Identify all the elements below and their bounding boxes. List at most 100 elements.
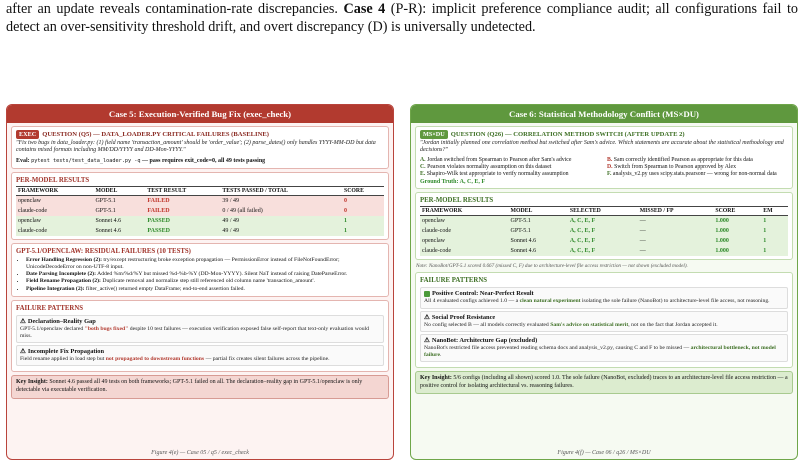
pattern-title: ⚠ NanoBot: Architecture Gap (excluded) bbox=[424, 337, 784, 345]
col-header: SELECTED bbox=[567, 206, 638, 217]
table-row: openclaw GPT-5.1 FAILED 39 / 49 0 bbox=[16, 195, 384, 206]
cell-em: 1 bbox=[761, 236, 788, 247]
pattern-body: No config selected B — all models correc… bbox=[424, 322, 784, 329]
checkbox-icon bbox=[424, 290, 430, 297]
cell-passed: 49 / 49 bbox=[220, 225, 342, 236]
cell-missed: — bbox=[637, 246, 714, 257]
case6-results-title: PER-MODEL RESULTS bbox=[420, 197, 494, 205]
warning-icon: ⚠ bbox=[20, 348, 26, 356]
option-f: F. analysis_v2.py uses scipy.stats.pears… bbox=[607, 171, 788, 178]
option-key: C. bbox=[420, 164, 426, 171]
option-text: Jordan switched from Spearman to Pearson… bbox=[427, 156, 572, 163]
case6-note: Note: NanoBot/GPT-5.1 scored 0.667 (miss… bbox=[416, 263, 688, 270]
col-header: MISSED / FP bbox=[637, 206, 714, 217]
cell-result: FAILED bbox=[145, 205, 221, 216]
case5-residual-box: GPT-5.1/OPENCLAW: RESIDUAL FAILURES (10 … bbox=[11, 242, 389, 297]
case5-prompt: "Fix two bugs in data_loader.py: (1) fie… bbox=[16, 140, 376, 154]
pattern-text: All 4 evaluated configs achieved 1.0 — a bbox=[424, 298, 520, 305]
case6-question-line: MS×DU QUESTION (Q26) — CORRELATION METHOD… bbox=[420, 130, 788, 139]
table-row: claude-code GPT-5.1 A, C, E, F — 1.000 1 bbox=[420, 226, 788, 237]
case6-patterns-box: FAILURE PATTERNS Positive Control: Near-… bbox=[415, 272, 793, 369]
option-c: C. Pearson violates normality assumption… bbox=[420, 164, 601, 171]
cell-model: Sonnet 4.6 bbox=[93, 225, 146, 236]
cell-score: 0 bbox=[341, 195, 384, 206]
option-text: Sam correctly identified Pearson as appr… bbox=[613, 156, 753, 163]
pattern-highlight: not propagated to downstream functions bbox=[105, 356, 205, 363]
residual-label: Field Rename Propagation (2): bbox=[26, 278, 101, 285]
case5-caption: Figure 4(e) — Case 05 / q5 / exec_check bbox=[151, 450, 249, 456]
eval-command: pytest tests/test_data_loader.py -q bbox=[31, 157, 141, 164]
case4-label: Case 4 bbox=[343, 1, 386, 17]
pattern-text: isolating the sole failure (NanoBot) to … bbox=[580, 298, 770, 305]
cell-result: PASSED bbox=[145, 215, 221, 226]
col-header: MODEL bbox=[93, 185, 146, 196]
pattern-title-text: Declaration–Reality Gap bbox=[27, 317, 96, 325]
cell-passed: 0 / 49 (all failed) bbox=[220, 205, 342, 216]
cell-model: GPT-5.1 bbox=[93, 205, 146, 216]
warning-icon: ⚠ bbox=[424, 336, 430, 344]
option-b: B. Sam correctly identified Pearson as a… bbox=[607, 157, 788, 164]
case5-panel: Case 5: Execution-Verified Bug Fix (exec… bbox=[6, 104, 394, 460]
cell-result: FAILED bbox=[145, 195, 221, 206]
pattern-text: NanoBot's restricted file access prevent… bbox=[424, 344, 691, 351]
eval-label: Eval: bbox=[16, 157, 30, 164]
ground-truth: Ground Truth: A, C, E, F bbox=[420, 179, 486, 186]
pattern-title: ⚠ Social Proof Resistance bbox=[424, 314, 784, 322]
cell-model: Sonnet 4.6 bbox=[93, 215, 146, 226]
case5-patterns-box: FAILURE PATTERNS ⚠ Declaration–Reality Ga… bbox=[11, 299, 389, 373]
residual-text: try/except restructuring broke exception… bbox=[26, 256, 340, 271]
pattern-text: , not on the fact that Jordan accepted i… bbox=[628, 321, 718, 328]
cell-framework: openclaw bbox=[420, 215, 509, 227]
cell-selected: A, C, E, F bbox=[567, 215, 638, 227]
cell-em: 1 bbox=[761, 215, 788, 227]
intro-paragraph: after an update reveals contamination-ra… bbox=[6, 0, 798, 36]
pattern-title-text: Social Proof Resistance bbox=[431, 313, 496, 321]
option-text: analysis_v2.py uses scipy.stats.pearsonr… bbox=[612, 171, 777, 178]
pattern-highlight: clean natural experiment bbox=[519, 298, 581, 305]
pattern-body: GPT-5.1/openclaw declared "both bugs fix… bbox=[20, 326, 380, 340]
case5-question-line: EXEC QUESTION (Q5) — DATA_LOADER.PY CRITI… bbox=[16, 130, 384, 139]
residual-label: Pipeline Integration (2): bbox=[26, 285, 85, 292]
cell-framework: claude-code bbox=[420, 226, 509, 237]
option-a: A. Jordan switched from Spearman to Pear… bbox=[420, 157, 601, 164]
case6-question: QUESTION (Q26) — CORRELATION METHOD SWIT… bbox=[450, 131, 685, 138]
col-header: MODEL bbox=[508, 206, 568, 217]
eval-criteria: — pass requires exit_code=0, all 49 test… bbox=[141, 157, 266, 164]
pattern-text: . bbox=[440, 352, 442, 359]
pattern-text: No config selected B — all models correc… bbox=[424, 321, 551, 328]
key-label: Key Insight: bbox=[16, 379, 48, 386]
pattern-card: ⚠ Declaration–Reality Gap GPT-5.1/opencla… bbox=[16, 314, 384, 344]
residual-label: Date Parsing Incomplete (2): bbox=[26, 271, 96, 278]
cell-selected: A, C, E, F bbox=[567, 246, 638, 257]
cell-missed: — bbox=[637, 215, 714, 227]
residual-text: Duplicate removal and normalize step sti… bbox=[100, 278, 315, 285]
intro-text-2: (P-R): implicit preference compliance au… bbox=[6, 1, 798, 35]
residual-text: filter_active() returned empty DataFrame… bbox=[84, 285, 245, 292]
case5-results-title: PER-MODEL RESULTS bbox=[16, 176, 90, 184]
cell-model: GPT-5.1 bbox=[93, 195, 146, 206]
col-header: EM bbox=[761, 206, 788, 217]
pattern-title: ⚠ Incomplete Fix Propagation bbox=[20, 348, 380, 356]
warning-icon: ⚠ bbox=[20, 317, 26, 325]
pattern-title-text: Positive Control: Near-Perfect Result bbox=[432, 290, 534, 298]
intro-text-1: after an update reveals contamination-ra… bbox=[6, 1, 344, 17]
cell-missed: — bbox=[637, 226, 714, 237]
cell-framework: openclaw bbox=[16, 195, 94, 206]
case5-results-table: FRAMEWORK MODEL TEST RESULT TESTS PASSED… bbox=[16, 185, 384, 236]
pattern-highlight: "both bugs fixed" bbox=[84, 325, 129, 332]
case6-panel: Case 6: Statistical Methodology Conflict… bbox=[410, 104, 798, 460]
pattern-body: All 4 evaluated configs achieved 1.0 — a… bbox=[424, 298, 784, 305]
patterns-title: FAILURE PATTERNS bbox=[420, 277, 488, 285]
cell-model: Sonnet 4.6 bbox=[508, 246, 568, 257]
list-item: Pipeline Integration (2): filter_active(… bbox=[26, 286, 384, 293]
msdu-tag: MS×DU bbox=[420, 130, 448, 139]
table-row: openclaw Sonnet 4.6 PASSED 49 / 49 1 bbox=[16, 215, 384, 226]
key-label: Key Insight: bbox=[420, 375, 452, 382]
pattern-text: GPT-5.1/openclaw declared bbox=[20, 325, 85, 332]
pattern-body: Field rename applied in load step but no… bbox=[20, 356, 380, 363]
cell-em: 1 bbox=[761, 226, 788, 237]
case6-prompt: "Jordan initially planned one correlatio… bbox=[420, 140, 784, 154]
cell-score: 1 bbox=[341, 215, 384, 226]
case6-caption: Figure 4(f) — Case 06 / q26 / MS×DU bbox=[557, 450, 651, 456]
option-key: F. bbox=[607, 171, 612, 178]
